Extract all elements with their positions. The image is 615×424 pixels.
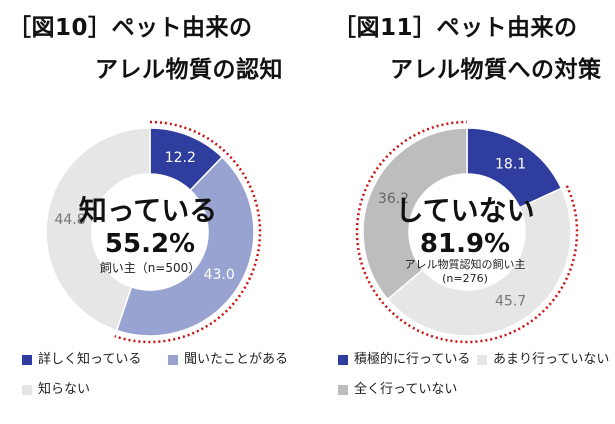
legend-label: 聞いたことがある <box>184 352 289 367</box>
chart2-center-sub2: (n=276) <box>442 272 488 285</box>
donut-slice <box>362 127 468 301</box>
legend-swatch <box>168 355 178 365</box>
donut-slice <box>45 127 151 332</box>
legend-swatch <box>477 355 487 365</box>
slice-value-label: 43.0 <box>204 267 235 283</box>
legend-label: 積極的に行っている <box>354 352 471 367</box>
legend-item-unaware: 知らない <box>22 381 90 399</box>
legend-item-active: 積極的に行っている <box>338 351 470 369</box>
slice-value-label: 45.7 <box>495 293 526 309</box>
legend-label: あまり行っていない <box>493 352 610 367</box>
chart1-center-value: 55.2% <box>105 229 195 259</box>
chart1-title-line1: ［図10］ペット由来の <box>8 15 253 41</box>
chart2-title-line2: アレル物質への対策 <box>390 57 602 83</box>
chart1-center-label: 知っている <box>79 194 218 227</box>
slice-value-label: 44.8 <box>54 212 85 228</box>
donut-chart-countermeasure: 18.1 45.7 36.2 <box>355 120 579 344</box>
highlight-dotted-arc <box>114 120 262 344</box>
legend-swatch <box>22 355 32 365</box>
legend-swatch <box>22 385 32 395</box>
legend-item-detailed: 詳しく知っている <box>22 351 141 369</box>
slice-value-label: 18.1 <box>495 157 526 173</box>
legend-swatch <box>338 385 348 395</box>
legend-label: 知らない <box>38 382 91 397</box>
donut-slice <box>115 156 255 337</box>
chart2-title-line1: ［図11］ペット由来の <box>333 15 578 41</box>
slice-value-label: 36.2 <box>378 191 409 207</box>
legend-item-heard: 聞いたことがある <box>168 351 288 369</box>
legend-swatch <box>338 355 348 365</box>
chart2-center-sub1: アレル物質認知の飼い主 <box>405 257 526 271</box>
chart2-center-label: していない <box>395 194 534 227</box>
legend-label: 全く行っていない <box>354 382 458 397</box>
donut-chart-awareness: 12.2 43.0 44.8 <box>45 120 262 344</box>
chart1-center-sub: 飼い主（n=500） <box>100 260 201 275</box>
legend-item-rarely: あまり行っていない <box>477 351 609 369</box>
legend-label: 詳しく知っている <box>38 352 142 367</box>
slice-value-label: 12.2 <box>165 150 196 166</box>
legend-item-never: 全く行っていない <box>338 381 457 399</box>
chart1-title-line2: アレル物質の認知 <box>95 57 283 83</box>
donut-slice <box>386 187 572 337</box>
chart2-center-value: 81.9% <box>420 229 510 259</box>
